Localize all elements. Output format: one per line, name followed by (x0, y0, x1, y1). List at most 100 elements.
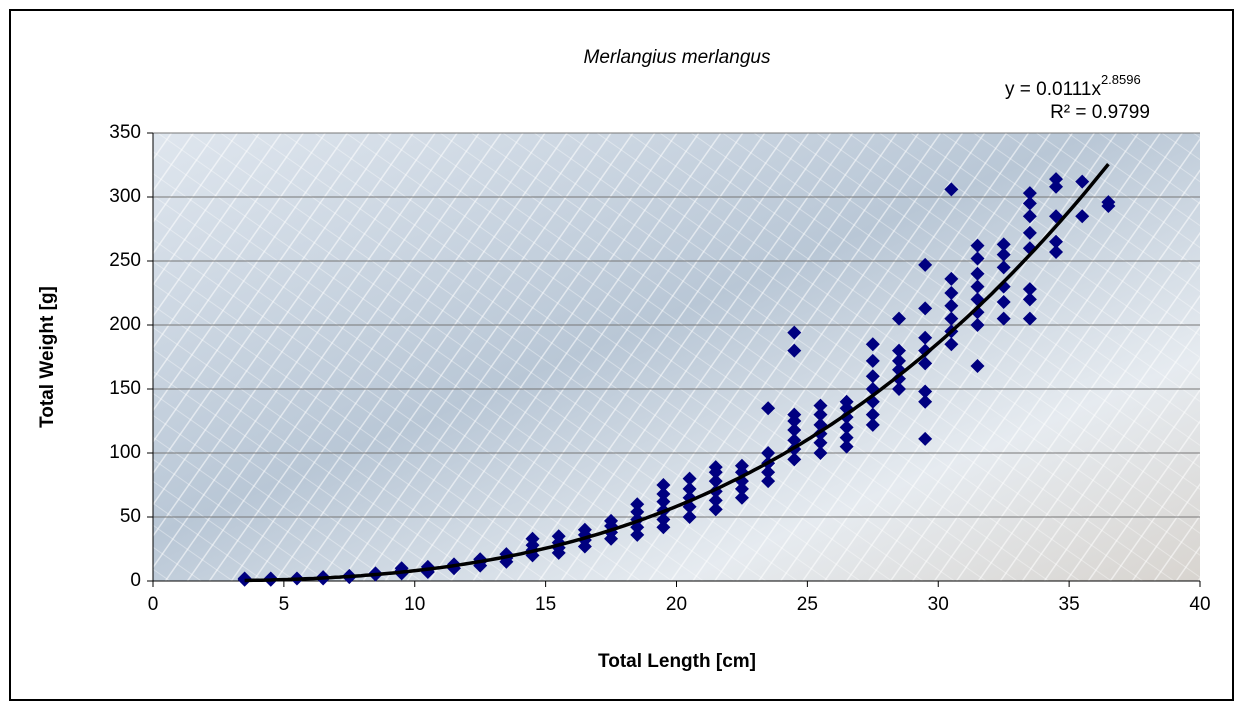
y-tick-label: 0 (130, 570, 141, 591)
data-point (839, 430, 854, 445)
x-tick-label: 40 (1189, 594, 1210, 615)
data-point (1075, 174, 1090, 189)
data-point (865, 353, 880, 368)
data-point (551, 529, 566, 544)
data-point (1022, 186, 1037, 201)
y-tick-label: 250 (109, 250, 141, 271)
x-tick-label: 10 (404, 594, 425, 615)
data-point (996, 260, 1011, 275)
data-point (1022, 282, 1037, 297)
x-tick-label: 15 (535, 594, 556, 615)
data-point (708, 474, 723, 489)
data-point (970, 358, 985, 373)
data-point (891, 353, 906, 368)
data-point (1075, 209, 1090, 224)
data-point (944, 271, 959, 286)
x-tick-label: 0 (148, 594, 159, 615)
data-point (891, 382, 906, 396)
data-point (656, 520, 671, 535)
data-point (630, 497, 645, 512)
data-point (865, 369, 880, 384)
data-point (761, 465, 776, 480)
chart-title: Merlangius merlangus (584, 47, 771, 68)
data-point (996, 311, 1011, 326)
data-point (996, 247, 1011, 262)
data-point (630, 504, 645, 519)
data-point (761, 446, 776, 460)
x-tick-label: 5 (279, 594, 290, 615)
data-point (839, 420, 854, 435)
data-point (734, 490, 749, 505)
data-point (577, 522, 592, 537)
data-point (944, 286, 959, 300)
data-point (1022, 311, 1037, 326)
data-point (996, 294, 1011, 309)
data-point (944, 298, 959, 313)
y-tick-label: 150 (109, 378, 141, 399)
data-point (891, 311, 906, 326)
data-point (1101, 195, 1116, 210)
data-point (918, 301, 933, 316)
x-axis-label: Total Length [cm] (598, 651, 756, 672)
data-point (787, 325, 802, 340)
data-point (918, 384, 933, 399)
data-point (839, 439, 854, 454)
data-point (1049, 172, 1064, 187)
data-point (970, 266, 985, 281)
data-point (708, 460, 723, 475)
data-point (682, 471, 697, 486)
data-point (813, 398, 828, 413)
data-point (604, 513, 619, 528)
data-point (630, 527, 645, 542)
data-point (865, 407, 880, 422)
data-point (839, 394, 854, 409)
data-point (865, 337, 880, 352)
data-point (682, 481, 697, 496)
data-point (1049, 245, 1064, 260)
data-point (918, 356, 933, 371)
y-tick-label: 50 (120, 506, 141, 527)
data-point (970, 279, 985, 294)
data-point (682, 510, 697, 524)
data-point (996, 237, 1011, 252)
data-point (813, 407, 828, 422)
data-point (656, 478, 671, 492)
x-tick-label: 20 (666, 594, 687, 615)
data-point (734, 481, 749, 496)
data-point (761, 474, 776, 489)
data-point (1049, 179, 1064, 194)
data-point (865, 417, 880, 432)
x-tick-label: 25 (797, 594, 818, 615)
data-point (918, 394, 933, 409)
plot-texture (153, 133, 1200, 581)
equation-label: y = 0.0111x (1005, 79, 1101, 100)
data-point (891, 343, 906, 358)
data-point (787, 452, 802, 467)
data-point (708, 502, 723, 517)
data-point (944, 182, 959, 197)
trendline (244, 162, 1110, 583)
data-point (708, 493, 723, 508)
data-point (656, 512, 671, 527)
data-point (656, 494, 671, 509)
data-point (761, 401, 776, 416)
equation: y = 0.0111x2.8596 (1005, 72, 1141, 100)
data-point (918, 431, 933, 446)
data-point (787, 407, 802, 422)
data-point (1049, 234, 1064, 249)
data-point (944, 337, 959, 352)
y-tick-label: 300 (109, 186, 141, 207)
y-axis-label: Total Weight [g] (37, 286, 58, 428)
data-point (891, 371, 906, 386)
x-tick-label: 35 (1059, 594, 1080, 615)
data-point (813, 446, 828, 460)
data-point (918, 257, 933, 272)
data-point (944, 311, 959, 326)
data-point (787, 343, 802, 358)
y-tick-label: 100 (109, 442, 141, 463)
y-tick-label: 200 (109, 314, 141, 335)
data-point (813, 435, 828, 450)
data-point (525, 531, 540, 546)
data-point (734, 458, 749, 473)
